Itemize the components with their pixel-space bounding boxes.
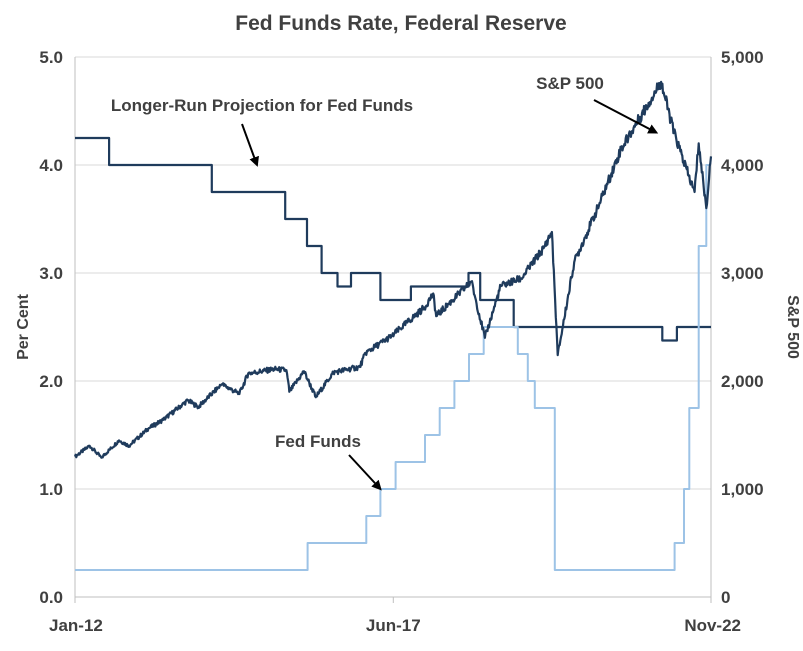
- annotation-label: Fed Funds: [275, 432, 361, 451]
- annotation-arrow: [241, 123, 259, 167]
- gridlines: [75, 56, 711, 490]
- annotation-label: Longer-Run Projection for Fed Funds: [111, 96, 413, 115]
- y-left-tick-label: 2.0: [39, 372, 63, 391]
- y-axis-right-title: S&P 500: [784, 295, 801, 359]
- series-line-s-p-500: [73, 80, 713, 459]
- chart-title: Fed Funds Rate, Federal Reserve: [235, 12, 566, 35]
- y-right-tick-label: 5,000: [721, 48, 764, 67]
- y-right-tick-label: 4,000: [721, 156, 764, 175]
- y-left-tick-label: 3.0: [39, 264, 63, 283]
- x-tick-label: Jun-17: [366, 616, 421, 635]
- x-tick-label: Jan-12: [49, 616, 103, 635]
- y-right-tick-label: 0: [721, 588, 730, 607]
- series-line-fed-funds: [75, 164, 711, 571]
- y-left-tick-label: 0.0: [39, 588, 63, 607]
- x-tick-label: Nov-22: [684, 616, 741, 635]
- y-right-tick-label: 2,000: [721, 372, 764, 391]
- y-right-tick-label: 3,000: [721, 264, 764, 283]
- y-left-tick-label: 4.0: [39, 156, 63, 175]
- series-group: [73, 80, 713, 571]
- annotation-arrow: [593, 99, 659, 134]
- axes: 0.0 0 1.0 1,000 2.0 2,000 3.0 3,000 4.0 4,000 5.0 5…: [39, 48, 763, 635]
- series-line-longer-run-projection-for-fed-funds: [75, 136, 711, 342]
- annotation-arrow: [348, 454, 382, 491]
- annotation-label: S&P 500: [536, 74, 604, 93]
- annotations: Longer-Run Projection for Fed Funds S&P 5…: [111, 74, 659, 491]
- y-right-tick-label: 1,000: [721, 480, 764, 499]
- y-axis-left-title: Per Cent: [15, 293, 32, 359]
- y-left-tick-label: 1.0: [39, 480, 63, 499]
- y-left-tick-label: 5.0: [39, 48, 63, 67]
